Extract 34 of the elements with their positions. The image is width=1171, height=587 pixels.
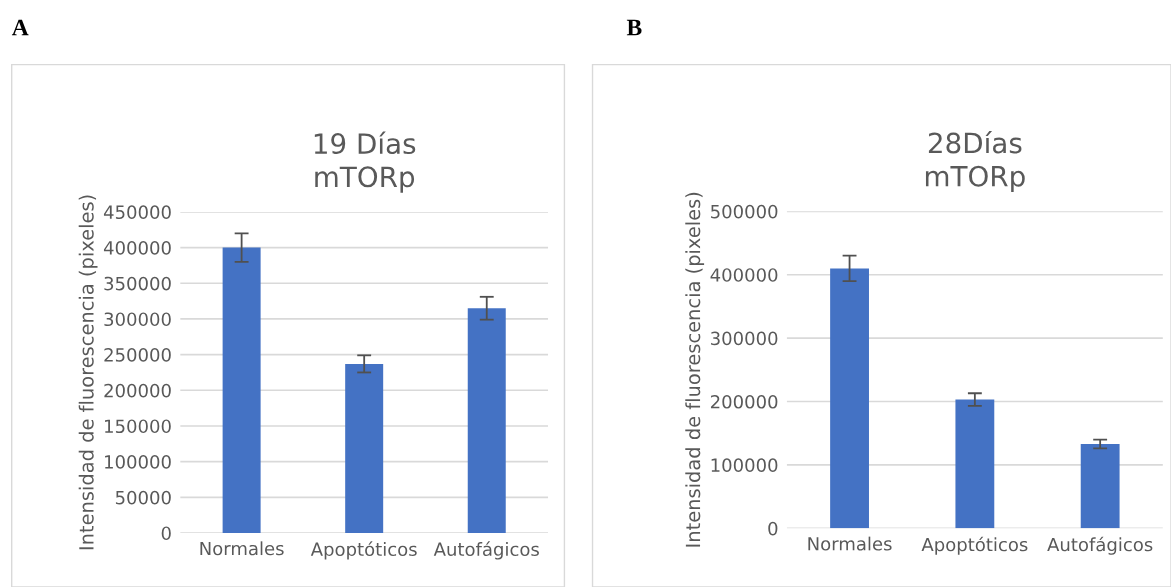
chart-title: 28Días mTORp bbox=[925, 130, 1025, 193]
bar bbox=[345, 363, 384, 533]
y-tick-label: 300000 bbox=[104, 312, 171, 327]
y-axis-title: Intensidad de fluorescencia (pixeles) bbox=[78, 195, 98, 550]
text: A bbox=[11, 19, 29, 36]
x-tick-label: Apoptóticos bbox=[310, 541, 417, 560]
x-tick-label: Autofágicos bbox=[1047, 536, 1153, 555]
y-tick-label: 450000 bbox=[103, 205, 171, 220]
y-tick-label: 200000 bbox=[104, 383, 171, 398]
y-tick-label: 0 bbox=[161, 526, 171, 541]
y-tick-label: 500000 bbox=[711, 204, 778, 219]
x-tick-label: Normales bbox=[808, 536, 892, 551]
y-tick-label: 0 bbox=[768, 521, 778, 536]
x-tick-label: Autofágicos bbox=[433, 541, 539, 560]
y-tick-label: 100000 bbox=[711, 458, 778, 473]
y-tick-label: 100000 bbox=[105, 455, 171, 469]
x-tick-label: Apoptóticos bbox=[921, 536, 1028, 555]
bar bbox=[830, 268, 869, 529]
text: B bbox=[626, 19, 642, 36]
x-tick-label: Normales bbox=[200, 541, 284, 556]
y-tick-label: 250000 bbox=[104, 348, 171, 362]
y-tick-label: 400000 bbox=[103, 241, 171, 255]
y-tick-label: 200000 bbox=[710, 394, 778, 409]
y-tick-label: 300000 bbox=[711, 331, 778, 346]
y-tick-label: 150000 bbox=[105, 419, 171, 434]
y-axis-title: Intensidad de fluorescencia (pixeles) bbox=[685, 192, 705, 547]
bar bbox=[467, 308, 506, 533]
bar bbox=[1080, 443, 1120, 529]
bar bbox=[222, 247, 261, 533]
y-tick-label: 350000 bbox=[104, 276, 171, 291]
bar bbox=[955, 399, 995, 529]
chart-title: 19 Días mTORp bbox=[314, 131, 416, 193]
y-tick-label: 50000 bbox=[115, 490, 171, 505]
y-tick-label: 400000 bbox=[710, 268, 778, 282]
